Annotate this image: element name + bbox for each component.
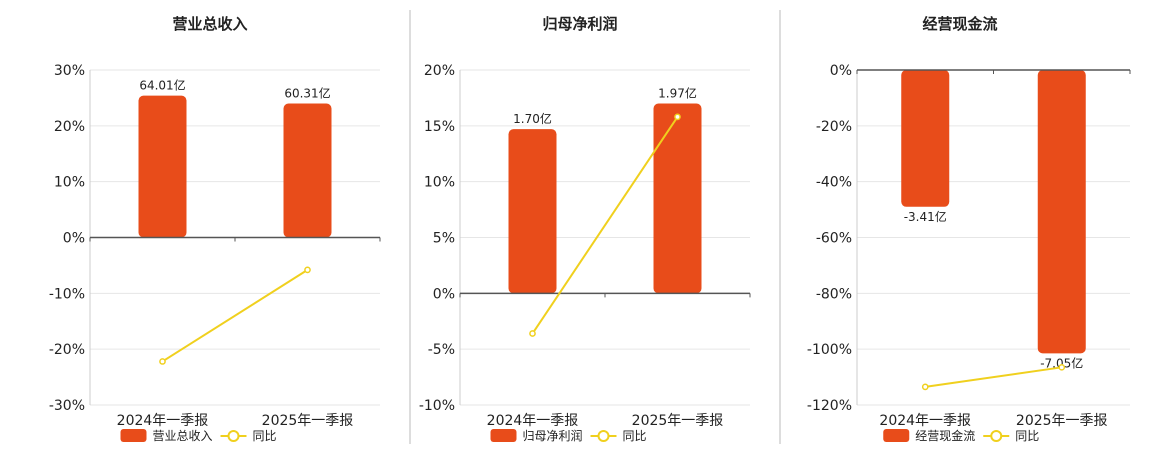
y-tick-label: -20% <box>816 119 852 135</box>
y-tick-label: 15% <box>424 119 455 135</box>
chart-title: 归母净利润 <box>542 15 617 33</box>
y-tick-label: 20% <box>54 119 85 135</box>
y-tick-label: 10% <box>424 175 455 191</box>
bar-1 <box>508 129 557 294</box>
y-tick-label: -60% <box>816 231 852 247</box>
yoy-line <box>925 366 1062 388</box>
bar-data-label: 64.01亿 <box>139 78 185 93</box>
y-tick-label: -5% <box>428 342 455 358</box>
legend-line-marker <box>597 430 610 442</box>
y-tick-label: -120% <box>807 398 852 414</box>
bar-data-label: 1.97亿 <box>658 86 697 101</box>
legend-line-marker <box>227 430 240 442</box>
y-tick-label: 30% <box>54 63 85 79</box>
yoy-point-1 <box>159 358 166 365</box>
x-tick-label: 2024年一季报 <box>117 413 209 429</box>
x-tick-label: 2025年一季报 <box>632 413 724 429</box>
yoy-point-2 <box>674 113 681 121</box>
bar-data-label: -7.05亿 <box>1040 355 1083 370</box>
yoy-point-1 <box>529 330 536 337</box>
y-tick-label: -100% <box>807 342 852 358</box>
x-tick-label: 2025年一季报 <box>1016 413 1108 429</box>
bar-2 <box>1037 70 1086 354</box>
legend-bar-swatch <box>120 429 147 442</box>
yoy-point-1 <box>921 383 929 391</box>
y-tick-label: -10% <box>49 286 85 302</box>
bar-1 <box>901 70 950 207</box>
y-tick-label: -40% <box>816 175 852 191</box>
bar-1 <box>138 95 187 238</box>
legend-line-label: 同比 <box>253 429 277 443</box>
bar-data-label: 1.70亿 <box>513 111 552 126</box>
y-tick-label: 10% <box>54 175 85 191</box>
x-tick-label: 2025年一季报 <box>262 413 354 429</box>
y-tick-label: 20% <box>424 63 455 79</box>
chart-title: 营业总收入 <box>172 15 247 33</box>
y-tick-label: 0% <box>63 231 85 247</box>
y-tick-label: -10% <box>419 398 455 414</box>
legend-line-label: 同比 <box>1015 429 1039 443</box>
y-tick-label: 0% <box>433 286 455 302</box>
bar-data-label: 60.31亿 <box>284 86 330 101</box>
y-tick-label: -30% <box>49 398 85 414</box>
yoy-line <box>531 116 679 335</box>
yoy-point-2 <box>1058 363 1066 371</box>
legend-bar-label: 营业总收入 <box>153 429 213 443</box>
bar-data-label: -3.41亿 <box>904 209 947 224</box>
legend-line-marker <box>990 430 1003 442</box>
yoy-line <box>161 269 309 363</box>
legend-bar-label: 归母净利润 <box>523 429 583 443</box>
yoy-point-2 <box>304 266 311 274</box>
y-tick-label: -20% <box>49 342 85 358</box>
x-tick-label: 2024年一季报 <box>879 413 971 429</box>
chart-title: 经营现金流 <box>922 15 997 33</box>
y-tick-label: 5% <box>433 231 455 247</box>
y-tick-label: -80% <box>816 286 852 302</box>
legend-line-label: 同比 <box>623 429 647 443</box>
legend-bar-swatch <box>883 429 910 442</box>
bar-2 <box>653 103 702 294</box>
legend-bar-label: 经营现金流 <box>915 428 975 443</box>
x-tick-label: 2024年一季报 <box>487 413 579 429</box>
legend-bar-swatch <box>490 429 517 442</box>
y-tick-label: 0% <box>830 63 852 79</box>
bar-2 <box>283 103 332 238</box>
